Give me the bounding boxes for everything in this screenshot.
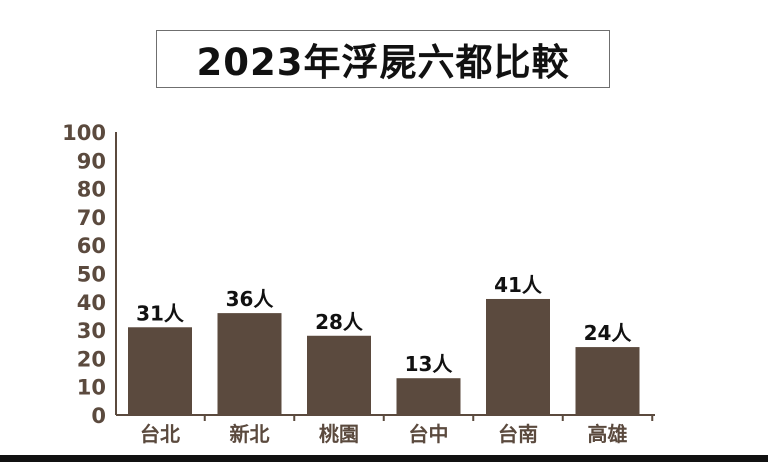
- y-tick-label: 20: [77, 347, 106, 371]
- bar: [486, 298, 550, 415]
- y-tick-label: 90: [77, 149, 106, 173]
- x-tick-label: 桃園: [319, 422, 359, 446]
- y-tick-label: 70: [77, 206, 106, 230]
- data-label: 31人: [136, 301, 185, 325]
- chart-title: 2023年浮屍六都比較: [196, 41, 570, 84]
- y-tick-label: 60: [77, 234, 106, 258]
- x-tick-label: 新北: [230, 422, 270, 446]
- y-tick-label: 50: [77, 263, 106, 287]
- bar: [575, 347, 640, 415]
- data-label: 41人: [494, 273, 543, 297]
- x-tick-label: 高雄: [588, 422, 628, 446]
- data-label: 36人: [226, 287, 275, 311]
- chart-title-box: 2023年浮屍六都比較: [156, 30, 610, 88]
- x-tick-label: 台南: [498, 422, 538, 446]
- x-tick-label: 台中: [409, 422, 449, 446]
- x-tick-label: 台北: [140, 422, 180, 446]
- data-label: 13人: [405, 352, 454, 376]
- y-tick-label: 40: [77, 291, 106, 315]
- data-label: 24人: [584, 321, 633, 345]
- bar: [217, 313, 282, 415]
- bar: [396, 378, 461, 415]
- y-tick-label: 0: [91, 404, 106, 428]
- bottom-border: [0, 455, 768, 462]
- y-tick-label: 100: [62, 121, 106, 145]
- y-tick-label: 10: [77, 376, 106, 400]
- bar: [307, 335, 371, 415]
- y-tick-label: 30: [77, 319, 106, 343]
- data-label: 28人: [315, 310, 364, 334]
- y-tick-label: 80: [77, 178, 106, 202]
- bar: [128, 327, 192, 415]
